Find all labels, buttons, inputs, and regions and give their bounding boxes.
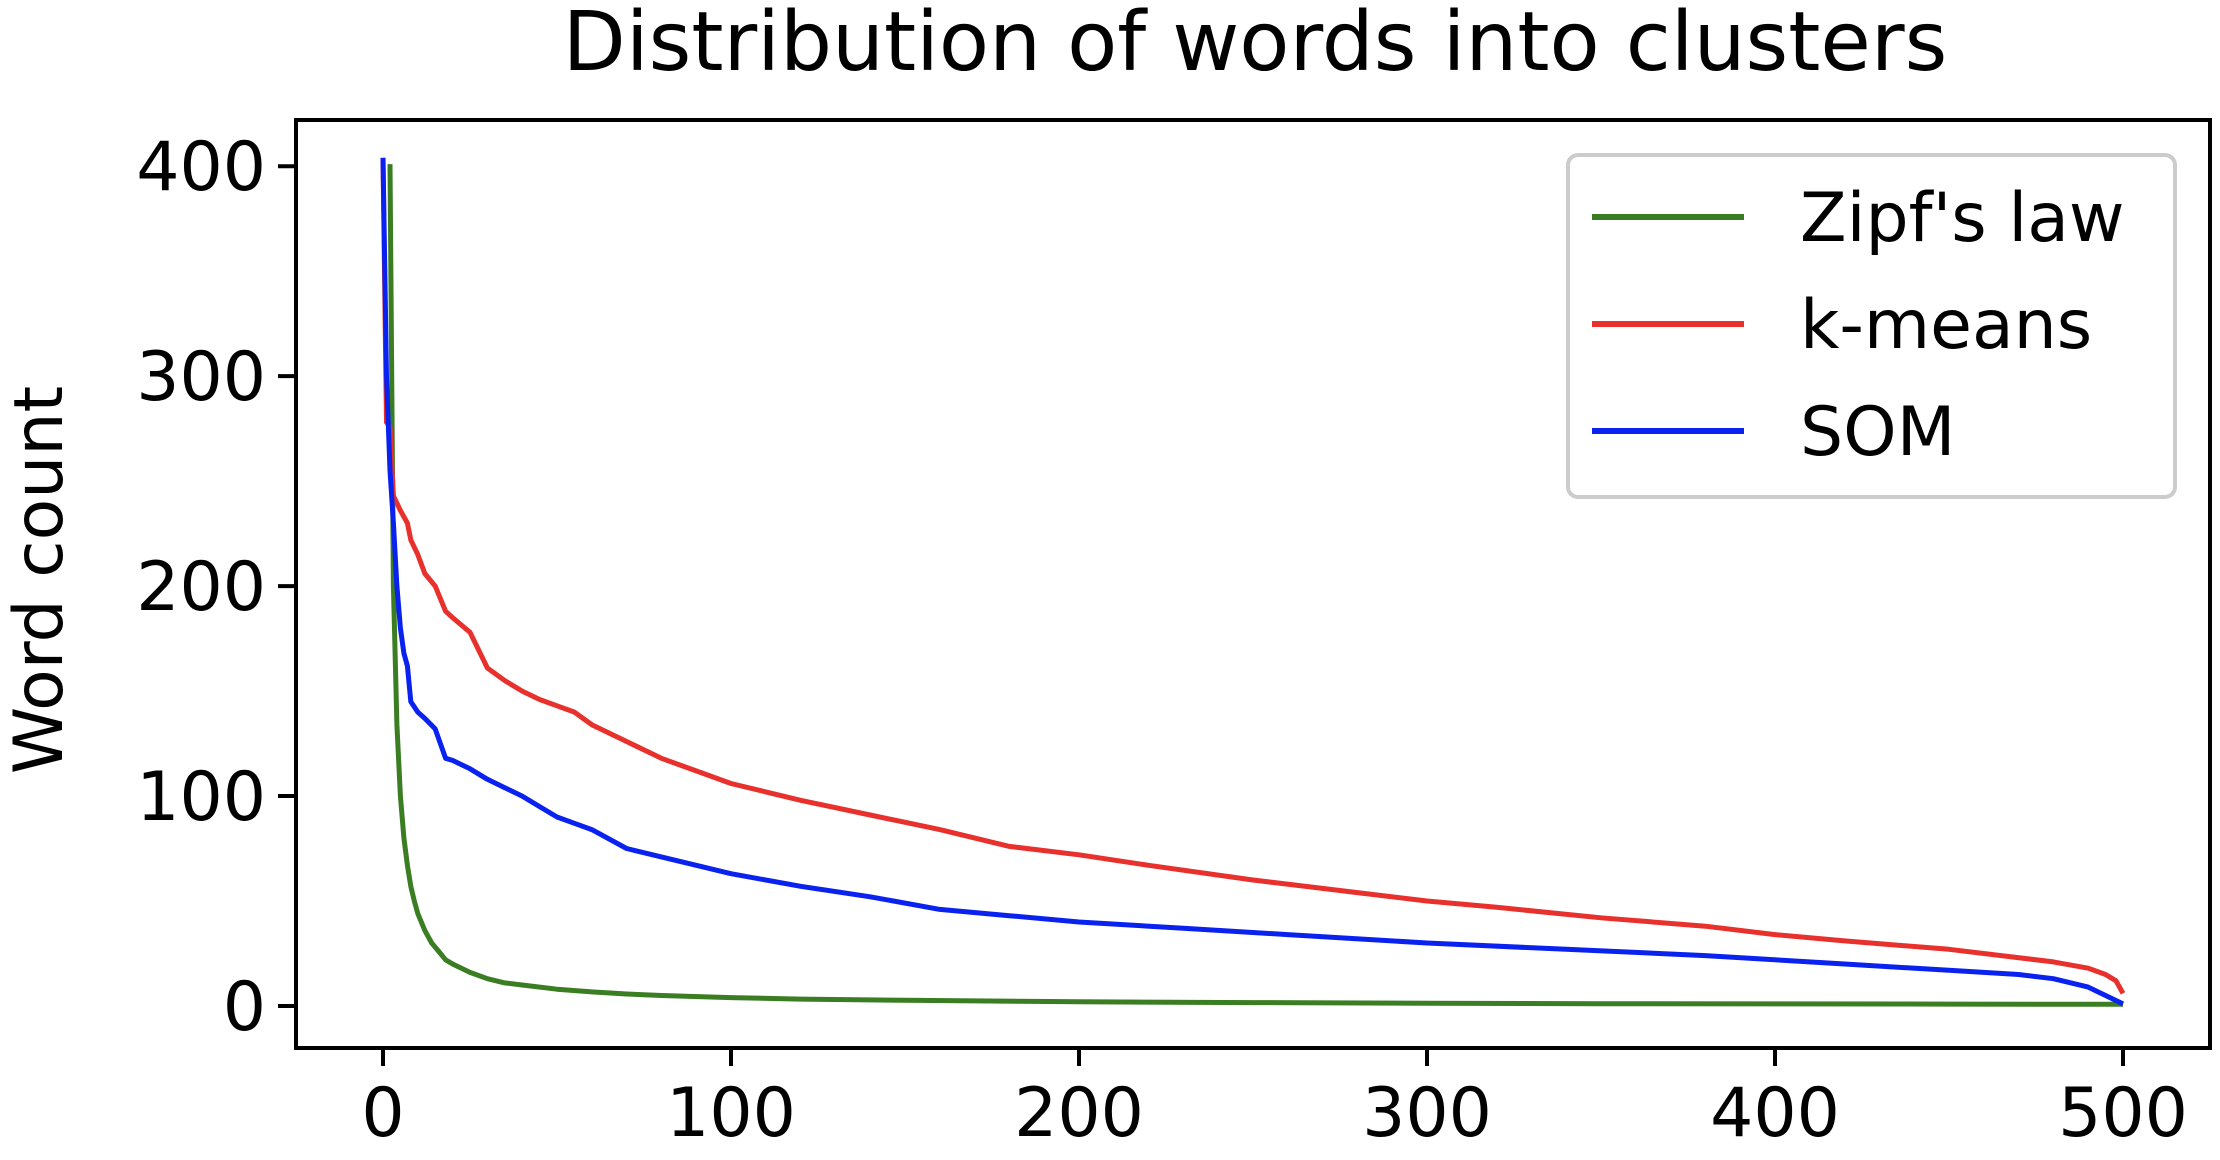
legend-label: Zipf's law: [1800, 179, 2125, 258]
y-tick-label: 0: [223, 968, 266, 1047]
y-axis-title: Word count: [0, 386, 79, 774]
x-tick-label: 400: [1710, 1074, 1840, 1153]
x-tick-label: 0: [361, 1074, 404, 1153]
series-line-zipf-s-law: [387, 164, 2124, 1007]
series-line-som: [380, 157, 2125, 1007]
y-tick-label: 100: [136, 758, 266, 837]
x-tick-label: 300: [1362, 1074, 1492, 1153]
series-line-k-means: [380, 157, 2126, 995]
y-tick-label: 200: [136, 548, 266, 627]
x-tick-label: 100: [666, 1074, 796, 1153]
plot-frame: [294, 118, 2212, 1050]
x-tick-label: 500: [2058, 1074, 2188, 1153]
chart-title: Distribution of words into clusters: [563, 0, 1948, 90]
y-tick-label: 300: [136, 338, 266, 417]
legend-label: k-means: [1800, 286, 2092, 365]
y-tick-label: 400: [136, 128, 266, 207]
legend-box: [1566, 153, 2177, 499]
x-tick-label: 200: [1014, 1074, 1144, 1153]
legend-label: SOM: [1800, 393, 1955, 472]
series-layer: [380, 157, 2126, 1007]
tick-layer: 0 100 200 300 400 500 0 100 200 300 400: [136, 128, 2188, 1153]
legend: Zipf's law k-means SOM: [1566, 153, 2177, 499]
